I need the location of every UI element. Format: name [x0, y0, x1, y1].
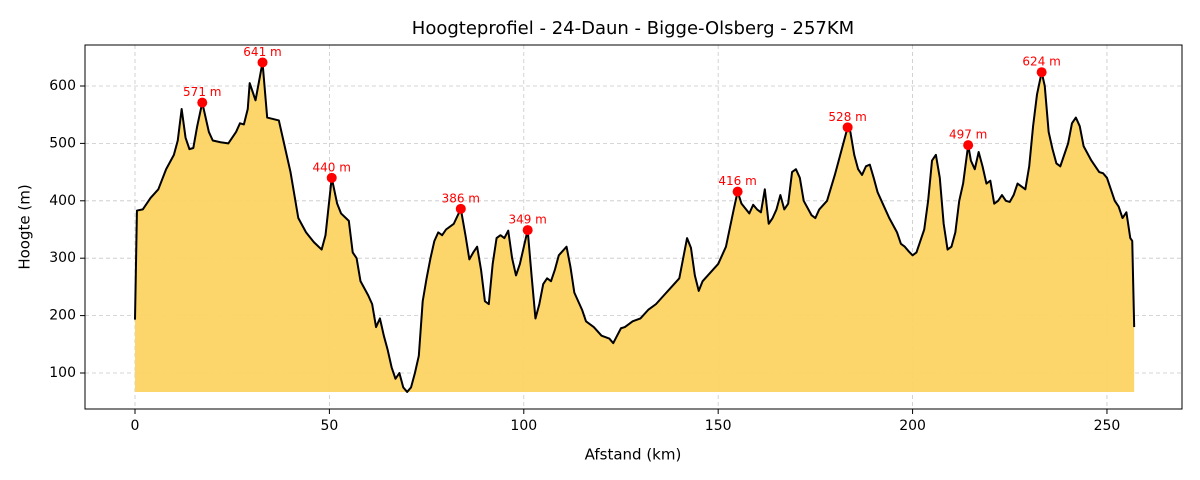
elevation-area	[135, 62, 1135, 392]
y-tick-label: 200	[49, 308, 76, 324]
peak-marker	[326, 172, 337, 183]
peak-marker	[732, 186, 743, 197]
x-axis-label: Afstand (km)	[585, 446, 682, 464]
peak-marker	[455, 203, 466, 214]
y-tick-label: 300	[49, 250, 76, 266]
y-tick-label: 100	[49, 365, 76, 381]
peak-marker	[522, 225, 533, 236]
peak-label: 571 m	[183, 85, 221, 99]
y-tick-label: 600	[49, 78, 76, 94]
peak-marker	[197, 97, 208, 108]
x-tick-label: 200	[899, 418, 926, 434]
peak-marker	[1036, 67, 1047, 78]
peak-label: 440 m	[313, 160, 351, 174]
y-axis-label: Hoogte (m)	[16, 184, 34, 269]
x-tick-label: 250	[1094, 418, 1121, 434]
peak-label: 386 m	[442, 191, 480, 205]
peak-marker	[963, 140, 974, 151]
x-tick-label: 150	[705, 418, 732, 434]
ticks: 0 50 100 150 200 250 100 200 300 400 500 600	[49, 78, 1120, 434]
peak-label: 416 m	[718, 174, 756, 188]
x-tick-label: 100	[510, 418, 537, 434]
y-tick-label: 400	[49, 193, 76, 209]
peak-label: 497 m	[949, 128, 987, 142]
axes-frame	[84, 44, 1183, 410]
plot: 571 m 641 m 440 m 386 m 349 m 416 m 528 m 497 m…	[134, 45, 1136, 393]
peak-marker	[257, 57, 268, 68]
x-tick-label: 50	[320, 418, 338, 434]
peak-marker	[842, 122, 853, 133]
x-tick-label: 0	[131, 418, 140, 434]
peak-label: 624 m	[1022, 55, 1060, 69]
peak-label: 641 m	[243, 45, 281, 59]
y-tick-label: 500	[49, 135, 76, 151]
peak-label: 349 m	[508, 213, 546, 227]
elevation-line	[134, 61, 1136, 393]
chart-title: Hoogteprofiel - 24-Daun - Bigge-Olsberg …	[412, 18, 854, 39]
peak-label: 528 m	[828, 110, 866, 124]
